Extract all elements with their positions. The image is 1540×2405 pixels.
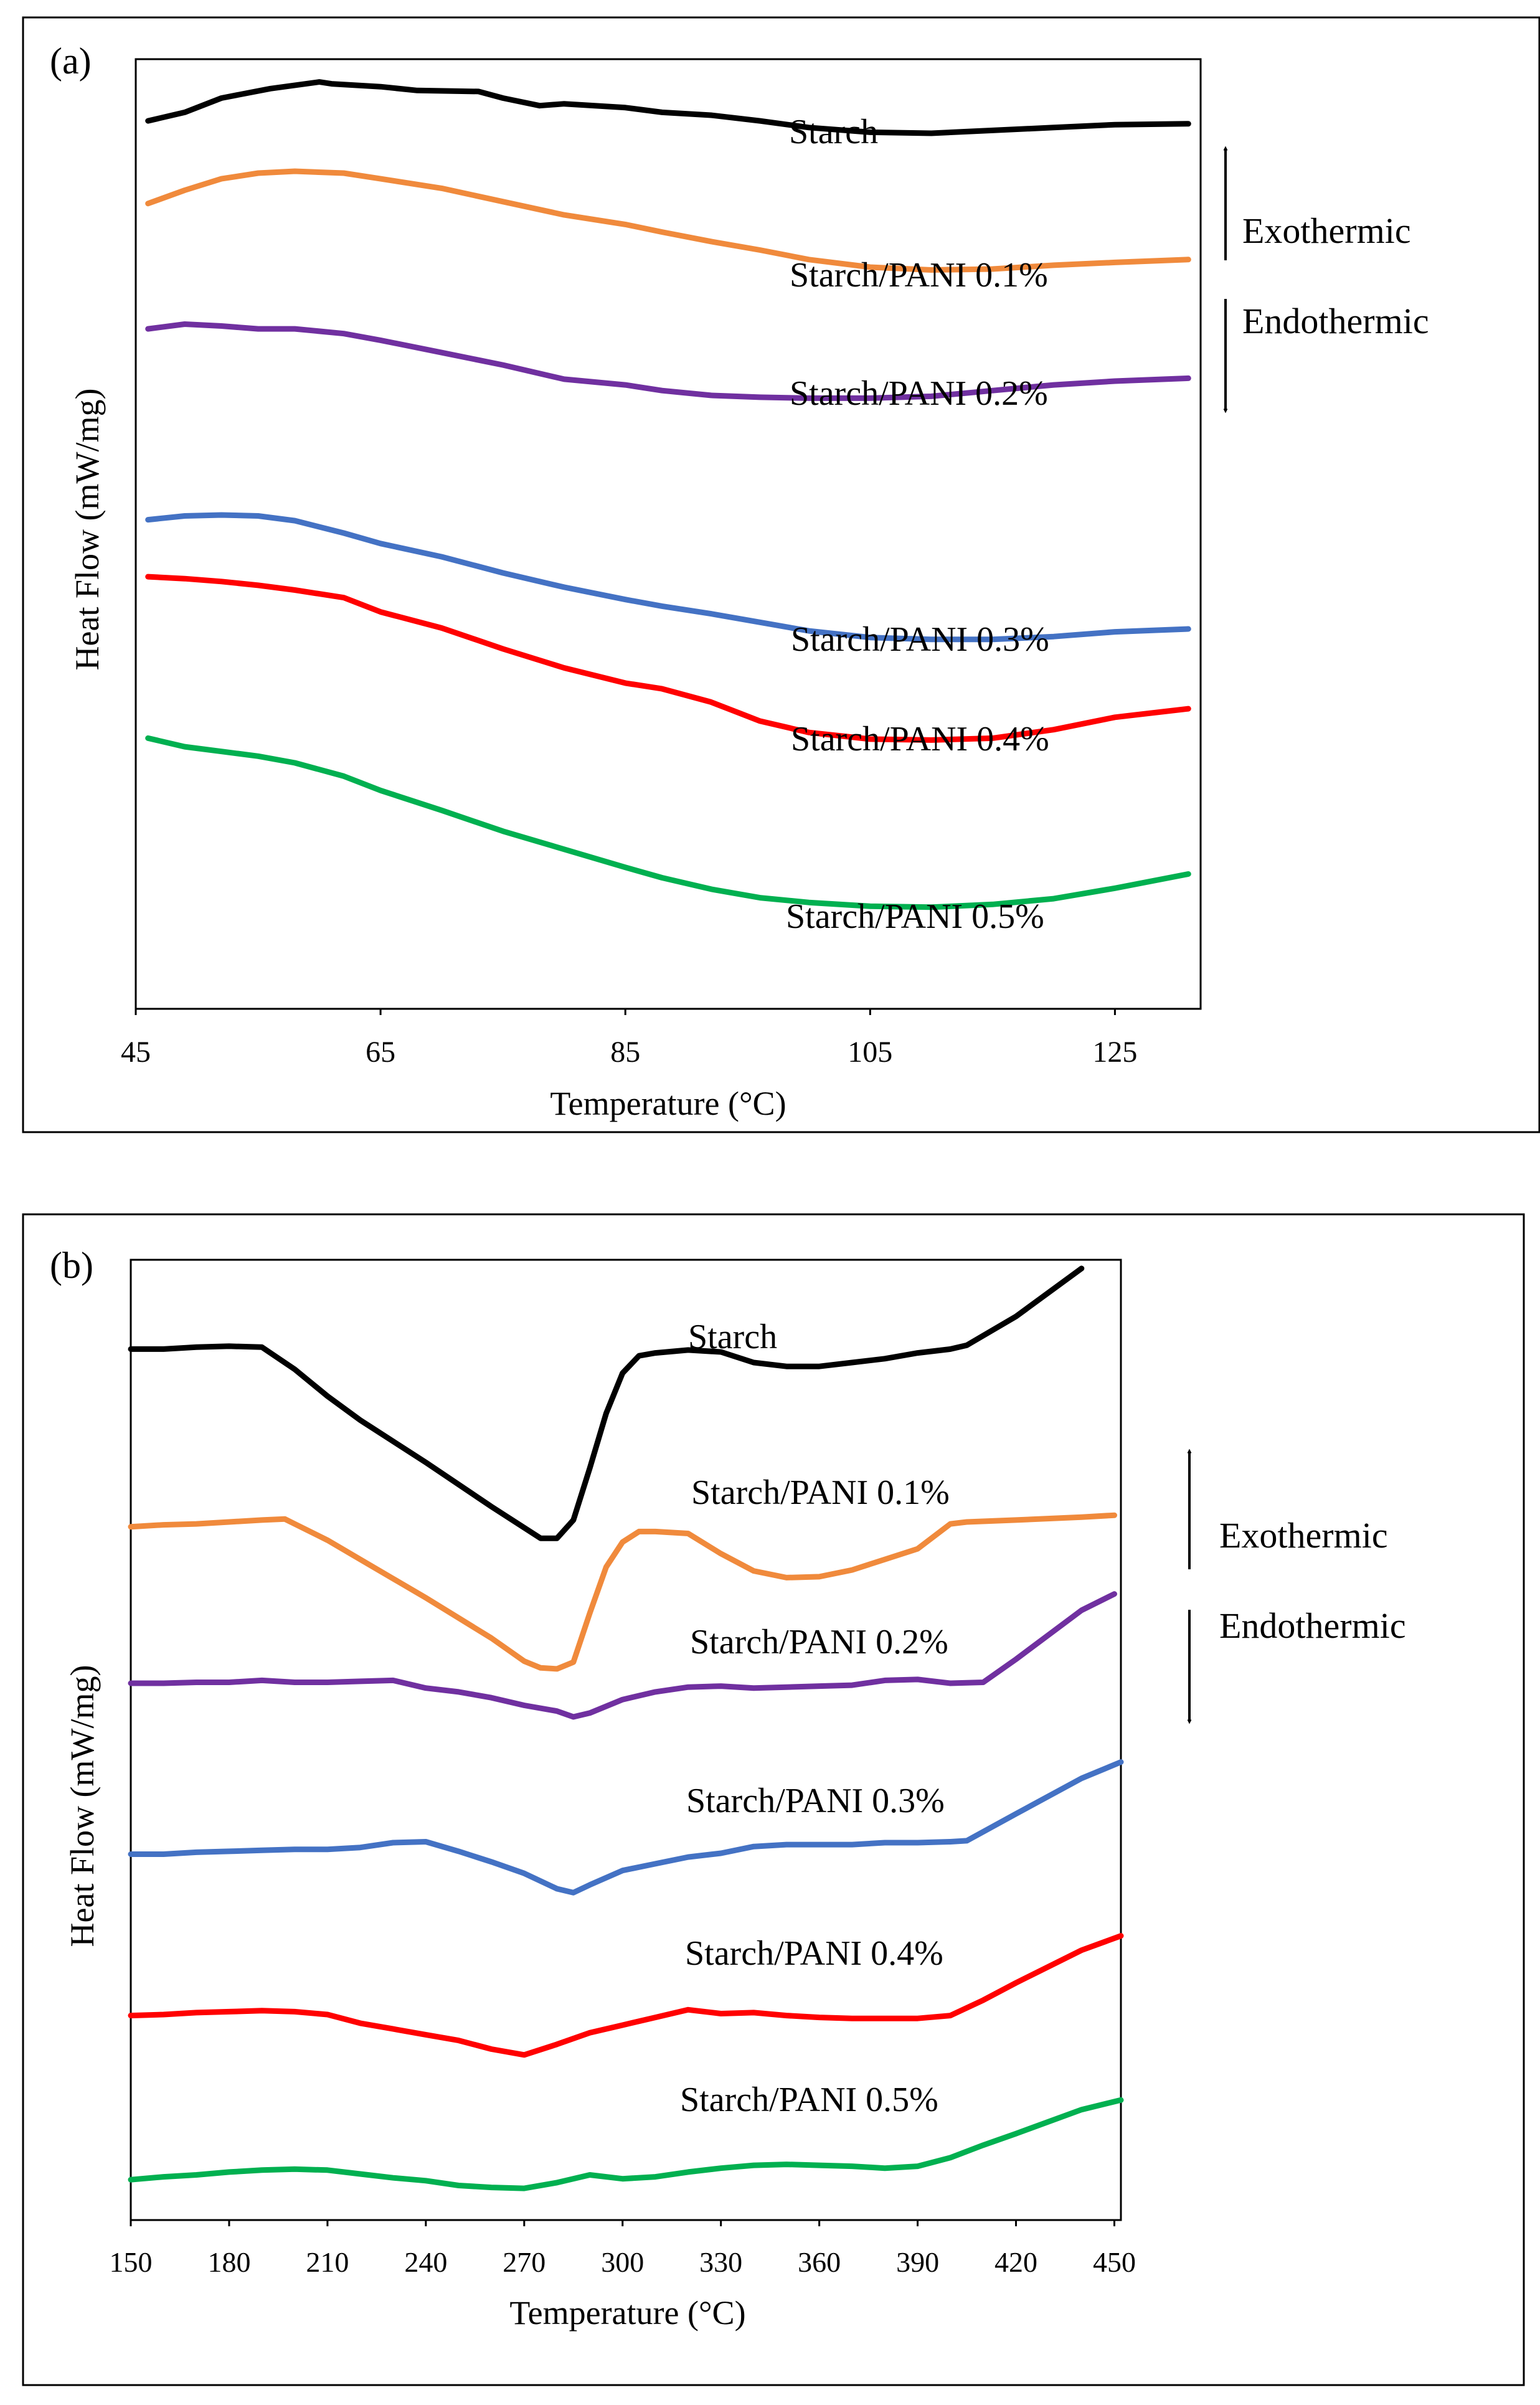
series-line-2 [145,321,1191,401]
panel-b: (b) 150 180 210 240 270 300 330 360 390 420 450 St… [22,1213,1525,2386]
x-tick-label: 300 [601,2246,644,2278]
panel-a-exo-endo-legend: Exothermic Endothermic [1223,146,1429,413]
series-label-2: Starch/PANI 0.2% [690,1623,948,1661]
panel-b-y-axis-label: Heat Flow (mW/mg) [64,1665,101,1947]
endothermic-label: Endothermic [1219,1605,1406,1646]
x-tick-label: 330 [699,2246,742,2278]
x-tick-label: 210 [306,2246,349,2278]
panel-b-label: (b) [50,1245,93,1286]
panel-a-plot-area [135,58,1202,1010]
x-tick-label: 180 [207,2246,250,2278]
panel-b-series-layer [128,1265,1124,2191]
panel-b-plot-area [130,1259,1122,2221]
panel-a-label: (a) [50,40,92,82]
x-tick-label: 270 [503,2246,546,2278]
endothermic-label: Endothermic [1242,301,1429,341]
x-tick-label: 85 [610,1036,640,1069]
panel-a-series-labels: Starch Starch/PANI 0.1% Starch/PANI 0.2% St… [786,113,1049,936]
panel-a-x-axis-label: Temperature (°C) [550,1085,786,1122]
x-tick-label: 105 [848,1036,892,1069]
series-line-5 [145,735,1191,910]
exothermic-label: Exothermic [1242,210,1411,251]
series-label-3: Starch/PANI 0.3% [791,620,1049,659]
series-line-3 [128,1759,1124,1896]
panel-b-series-labels: Starch Starch/PANI 0.1% Starch/PANI 0.2% St… [680,1318,950,2119]
series-label-3: Starch/PANI 0.3% [686,1782,945,1820]
series-line-0 [128,1265,1085,1541]
series-line-4 [145,574,1191,743]
series-label-4: Starch/PANI 0.4% [791,720,1049,758]
x-tick-label: 240 [404,2246,447,2278]
panel-a-frame [22,16,1540,1133]
series-line-3 [145,512,1191,643]
series-line-0 [145,79,1191,136]
series-label-0: Starch [789,113,878,151]
panel-a-x-ticks: 45 65 85 105 125 [121,1009,1137,1069]
x-tick-label: 450 [1093,2246,1136,2278]
panel-b-exo-endo-legend: Exothermic Endothermic [1187,1448,1406,1724]
series-line-5 [128,2097,1124,2191]
series-line-1 [145,168,1191,273]
series-label-5: Starch/PANI 0.5% [786,897,1044,936]
series-label-2: Starch/PANI 0.2% [790,374,1048,413]
series-label-1: Starch/PANI 0.1% [790,256,1048,295]
x-tick-label: 65 [366,1036,395,1069]
series-line-1 [128,1512,1117,1672]
x-tick-label: 125 [1092,1036,1137,1069]
x-tick-label: 390 [896,2246,939,2278]
series-label-4: Starch/PANI 0.4% [685,1934,943,1973]
panel-b-x-ticks: 150 180 210 240 270 300 330 360 390 420 450 [110,2220,1136,2278]
series-line-4 [128,1933,1124,2058]
series-label-5: Starch/PANI 0.5% [680,2081,938,2119]
panel-a-series-layer [145,79,1191,910]
x-tick-label: 420 [994,2246,1037,2278]
x-tick-label: 360 [798,2246,841,2278]
panel-b-frame [22,1213,1525,2386]
exothermic-label: Exothermic [1219,1515,1388,1556]
series-label-0: Starch [688,1318,777,1356]
panel-a-y-axis-label: Heat Flow (mW/mg) [68,389,106,671]
x-tick-label: 45 [121,1036,151,1069]
panel-b-x-axis-label: Temperature (°C) [509,2294,745,2332]
x-tick-label: 150 [110,2246,153,2278]
series-line-2 [128,1591,1117,1720]
series-label-1: Starch/PANI 0.1% [691,1473,950,1512]
